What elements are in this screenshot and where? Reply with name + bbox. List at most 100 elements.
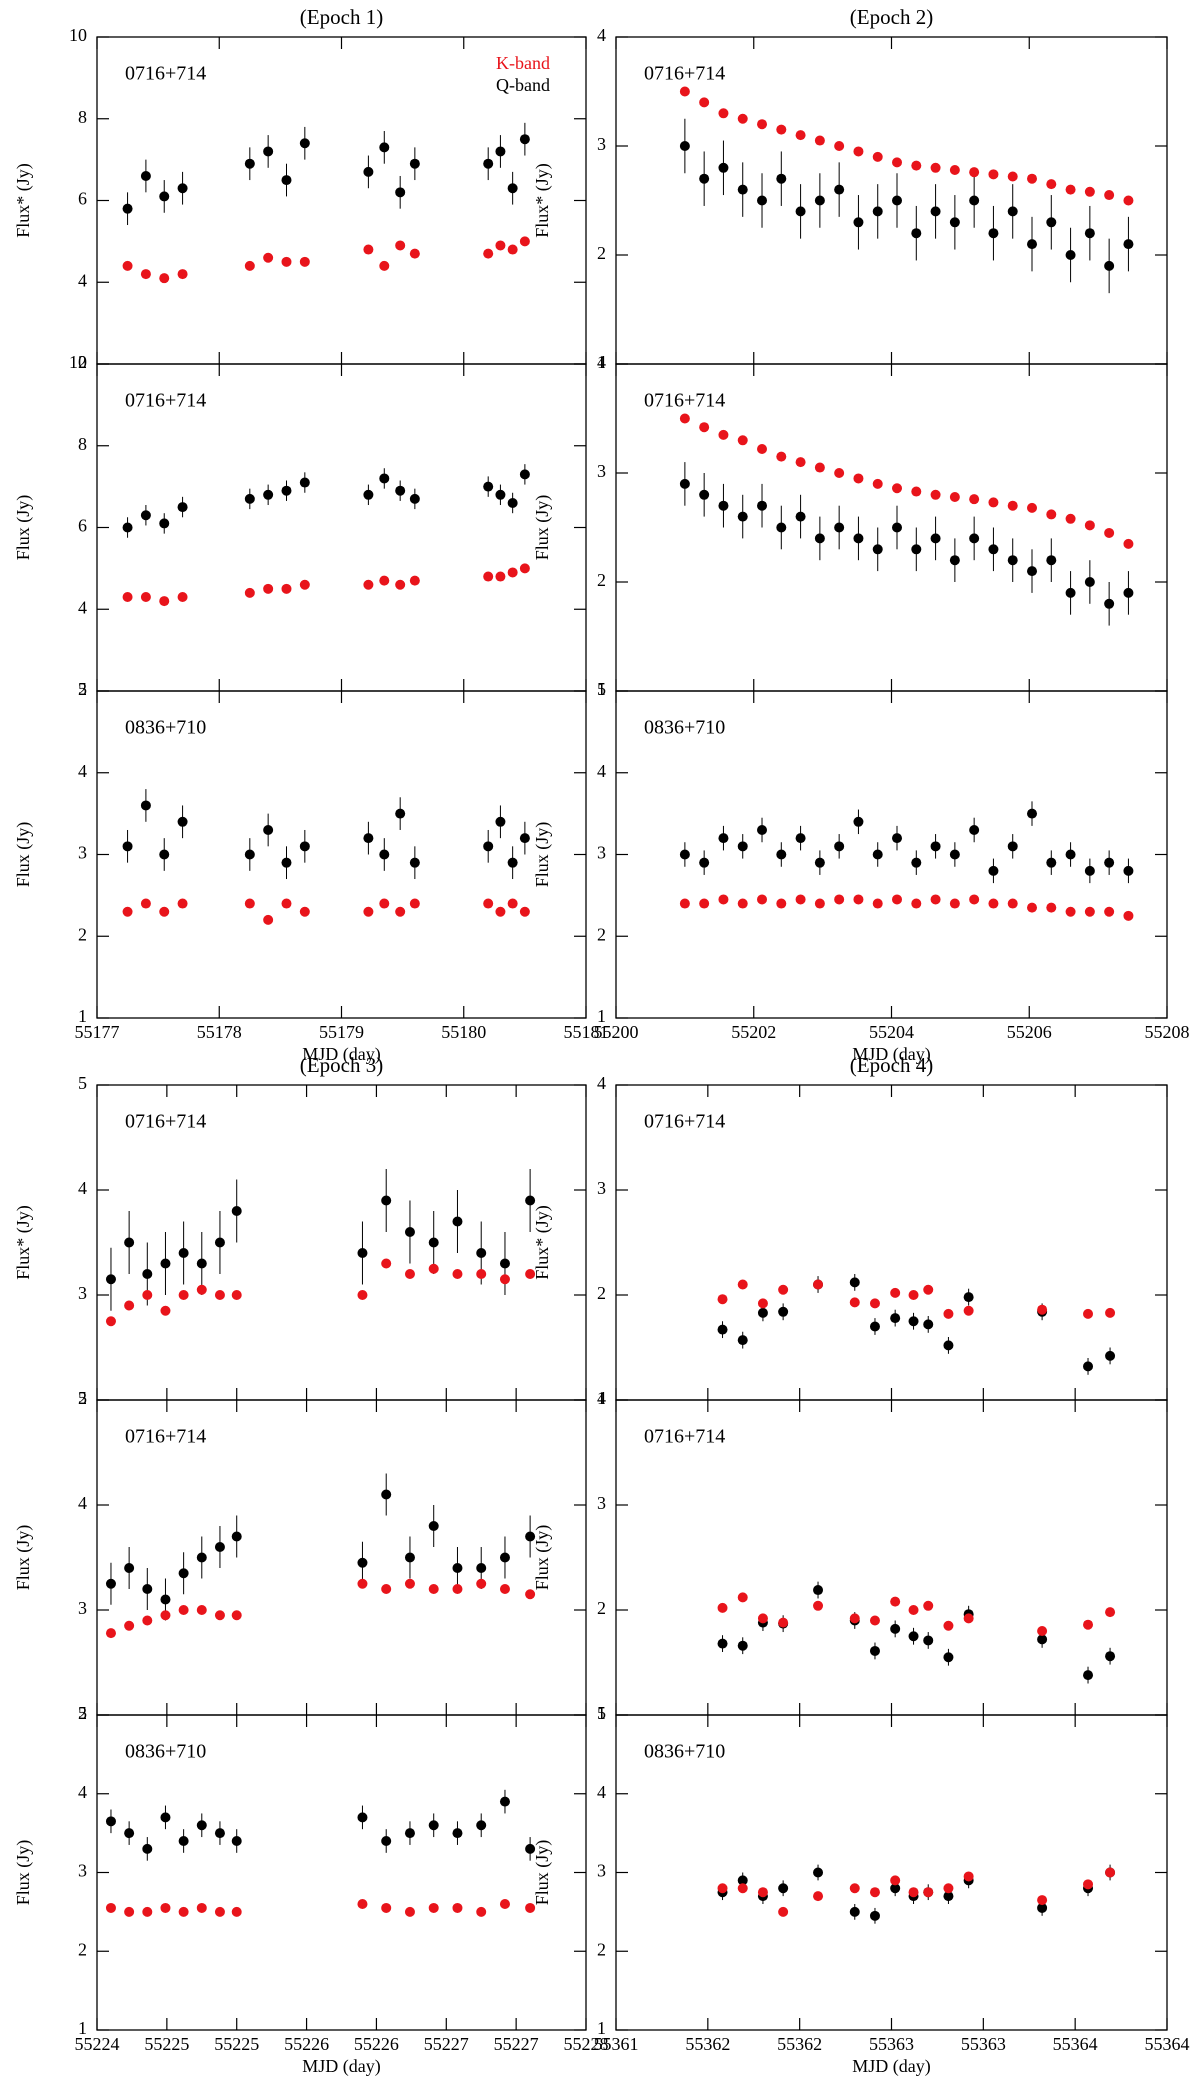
data-point <box>428 1263 439 1274</box>
data-point <box>140 510 151 521</box>
y-tick-label: 5 <box>78 679 87 699</box>
data-point <box>519 563 530 574</box>
y-axis-label: Flux (Jy) <box>13 1840 34 1906</box>
data-point <box>699 489 710 500</box>
data-point <box>395 906 406 917</box>
data-point <box>963 1871 974 1882</box>
data-point <box>892 522 903 533</box>
data-point <box>679 413 690 424</box>
data-point <box>1027 566 1038 577</box>
x-tick-label: 55363 <box>869 2034 914 2054</box>
data-point <box>943 1883 954 1894</box>
data-point <box>699 97 710 108</box>
data-point <box>409 898 420 909</box>
data-point <box>943 1891 954 1902</box>
data-point <box>499 1552 510 1563</box>
data-point <box>834 522 845 533</box>
data-point <box>178 1568 189 1579</box>
data-point <box>196 1902 207 1913</box>
x-tick-label: 55181 <box>564 1022 609 1042</box>
data-point <box>122 841 133 852</box>
data-point <box>122 591 133 602</box>
data-point <box>853 217 864 228</box>
data-point <box>379 898 390 909</box>
data-point <box>1123 865 1134 876</box>
data-point <box>737 1640 748 1651</box>
plot-frame <box>615 690 1168 1019</box>
y-tick-label: 2 <box>597 924 606 944</box>
source-label: 0716+714 <box>125 1111 206 1133</box>
data-point <box>869 1298 880 1309</box>
data-point <box>159 518 170 529</box>
data-point <box>379 575 390 586</box>
x-tick-label: 55226 <box>284 2034 329 2054</box>
data-point <box>1084 520 1095 531</box>
data-point <box>507 857 518 868</box>
y-tick-label: 8 <box>78 434 87 454</box>
data-point <box>142 1290 153 1300</box>
data-point <box>679 478 690 489</box>
data-point <box>778 1284 789 1295</box>
data-point <box>122 203 133 214</box>
data-point <box>1007 841 1018 852</box>
data-point <box>943 1340 954 1351</box>
data-point <box>1123 239 1134 250</box>
data-point <box>930 533 941 544</box>
data-point <box>1007 206 1018 217</box>
data-point <box>778 1906 789 1917</box>
data-point <box>1065 513 1076 524</box>
source-label: 0716+714 <box>125 1426 206 1448</box>
y-tick-label: 2 <box>597 1598 606 1618</box>
data-point <box>872 151 883 162</box>
data-point <box>1104 906 1115 917</box>
data-point <box>159 906 170 917</box>
data-point <box>834 141 845 151</box>
y-tick-label: 1 <box>78 1006 87 1026</box>
y-tick-label: 4 <box>597 1782 606 1802</box>
data-point <box>177 183 188 194</box>
data-point <box>495 571 506 582</box>
data-point <box>1037 1626 1048 1636</box>
data-point <box>679 849 690 860</box>
data-point <box>1046 179 1057 190</box>
data-point <box>853 894 864 905</box>
data-point <box>381 1902 392 1913</box>
data-point <box>1105 1307 1116 1318</box>
data-point <box>160 1258 171 1269</box>
data-point <box>949 217 960 228</box>
data-point <box>525 1195 536 1206</box>
x-axis-label: MJD (day) <box>302 1044 381 1065</box>
data-point <box>476 1820 487 1831</box>
y-tick-label: 5 <box>78 1388 87 1408</box>
data-point <box>1105 1607 1116 1618</box>
data-point <box>776 124 787 135</box>
data-point <box>142 1843 153 1854</box>
data-point <box>911 486 922 497</box>
data-point <box>1037 1895 1048 1906</box>
data-point <box>178 1836 189 1846</box>
data-point <box>142 1584 153 1594</box>
data-point <box>507 898 518 909</box>
data-point <box>853 473 864 484</box>
x-tick-label: 55224 <box>75 2034 120 2054</box>
data-point <box>737 1335 748 1346</box>
y-tick-label: 4 <box>78 1782 87 1802</box>
data-point <box>231 1290 242 1300</box>
data-point <box>395 187 406 198</box>
data-point <box>499 1258 510 1269</box>
data-point <box>142 1269 153 1279</box>
data-point <box>718 108 729 119</box>
data-point <box>231 1906 242 1917</box>
data-point <box>299 579 310 590</box>
panel-title: (Epoch 4) <box>850 1053 933 1077</box>
data-point <box>892 833 903 844</box>
data-point <box>244 493 255 504</box>
data-point <box>476 1248 487 1258</box>
data-point <box>281 857 292 868</box>
data-point <box>495 146 506 157</box>
data-point <box>244 587 255 598</box>
data-point <box>737 898 748 909</box>
data-point <box>757 1613 768 1624</box>
x-tick-label: 55180 <box>441 1022 486 1042</box>
data-point <box>834 468 845 478</box>
